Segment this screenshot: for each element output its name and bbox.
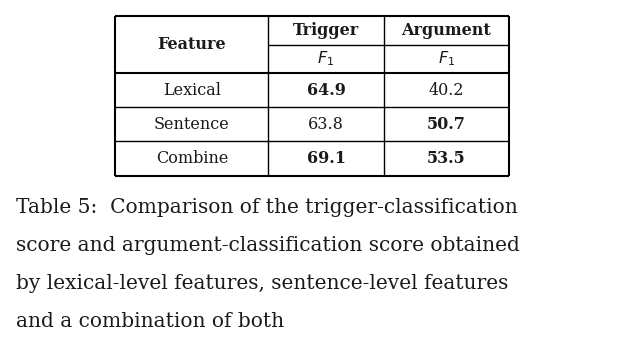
Text: Lexical: Lexical bbox=[163, 82, 221, 99]
Text: $F_1$: $F_1$ bbox=[318, 49, 334, 68]
Text: 63.8: 63.8 bbox=[308, 116, 344, 133]
Text: 64.9: 64.9 bbox=[306, 82, 346, 99]
Text: 69.1: 69.1 bbox=[306, 150, 346, 167]
Text: 40.2: 40.2 bbox=[429, 82, 464, 99]
Text: Feature: Feature bbox=[158, 36, 226, 53]
Text: and a combination of both: and a combination of both bbox=[16, 312, 284, 331]
Text: Argument: Argument bbox=[401, 22, 491, 39]
Text: by lexical-level features, sentence-level features: by lexical-level features, sentence-leve… bbox=[16, 274, 508, 293]
Text: Trigger: Trigger bbox=[293, 22, 359, 39]
Text: 53.5: 53.5 bbox=[427, 150, 466, 167]
Text: Sentence: Sentence bbox=[154, 116, 230, 133]
Text: $F_1$: $F_1$ bbox=[437, 49, 455, 68]
Text: 50.7: 50.7 bbox=[427, 116, 466, 133]
Text: score and argument-classification score obtained: score and argument-classification score … bbox=[16, 236, 519, 255]
Text: Table 5:  Comparison of the trigger-classification: Table 5: Comparison of the trigger-class… bbox=[16, 198, 517, 217]
Text: Combine: Combine bbox=[156, 150, 228, 167]
